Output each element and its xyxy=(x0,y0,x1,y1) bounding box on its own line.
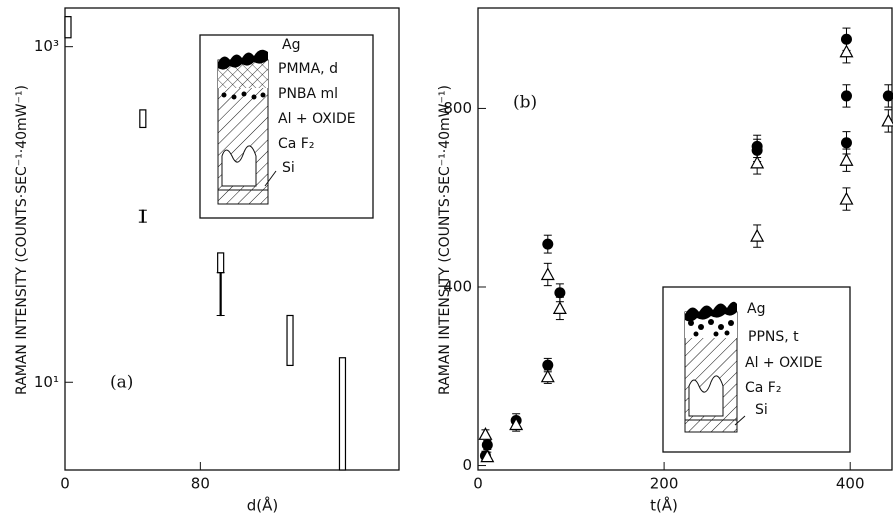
pointer xyxy=(734,415,746,426)
inset-label: PPNS, t xyxy=(748,329,799,345)
ag-layer xyxy=(218,49,268,70)
point xyxy=(542,359,554,371)
inset-frame xyxy=(199,34,374,219)
inset-label: Al + OXIDE xyxy=(745,355,823,371)
inset-label: PMMA, d xyxy=(278,61,338,77)
point xyxy=(540,369,555,383)
panel-label: (b) xyxy=(513,93,537,113)
y-tick-label: 10³ xyxy=(34,37,59,55)
y-axis-label: RAMAN INTENSITY (COUNTS·SEC⁻¹·40mW⁻¹) xyxy=(14,85,30,395)
si-layer xyxy=(217,189,269,205)
point xyxy=(881,113,893,127)
ag-layer xyxy=(685,301,737,322)
inset-label: Ca F₂ xyxy=(745,380,781,396)
ppns-dots xyxy=(688,319,734,337)
y-tick-label: 400 xyxy=(443,277,472,295)
inset-label: Si xyxy=(755,402,768,418)
point xyxy=(481,439,493,451)
plot-frame xyxy=(64,7,400,471)
range-bar xyxy=(217,252,225,274)
inset-label: Ag xyxy=(747,301,765,317)
y-tick-label: 800 xyxy=(443,99,472,117)
x-axis-label: t(Å) xyxy=(650,496,678,515)
pnba-dots xyxy=(221,91,266,100)
inset-a: Ag PMMA, d PNBA ml Al + OXIDE Ca F₂ Si xyxy=(199,34,374,219)
pointer xyxy=(264,170,277,187)
range-bar xyxy=(64,16,72,39)
point xyxy=(480,449,495,463)
range-bar xyxy=(286,314,294,367)
caf2-layer xyxy=(688,375,724,417)
range-bar xyxy=(338,357,347,471)
point xyxy=(540,267,555,281)
x-axis-label: d(Å) xyxy=(247,496,279,515)
point xyxy=(751,144,763,156)
point xyxy=(839,191,854,205)
point xyxy=(554,287,566,299)
inset-label: Si xyxy=(282,160,295,176)
inset-label: Ag xyxy=(282,37,300,53)
x-tick-label: 400 xyxy=(836,475,865,493)
si-layer xyxy=(684,419,738,433)
panel-label: (a) xyxy=(110,373,133,393)
point xyxy=(882,90,893,102)
point xyxy=(509,417,524,431)
plot-frame xyxy=(477,7,893,471)
point xyxy=(542,238,554,250)
range-bar xyxy=(139,109,147,129)
y-axis-label: RAMAN INTENSITY (COUNTS·SEC⁻¹·40mW⁻¹) xyxy=(437,85,453,395)
y-tick-label: 10¹ xyxy=(34,373,59,391)
range-bar xyxy=(141,209,144,223)
inset-label: PNBA ml xyxy=(278,86,338,102)
caf2-layer xyxy=(221,145,257,187)
point xyxy=(478,427,493,440)
point xyxy=(750,155,765,169)
inset-b: Ag PPNS, t Al + OXIDE Ca F₂ Si xyxy=(662,286,851,453)
point xyxy=(840,33,852,45)
inset-label: Al + OXIDE xyxy=(278,111,356,127)
range-bar xyxy=(219,272,222,317)
point xyxy=(839,44,854,58)
point xyxy=(840,137,852,149)
point xyxy=(840,90,852,102)
inset-frame xyxy=(662,286,851,453)
x-tick-label: 0 xyxy=(473,475,483,493)
x-tick-label: 200 xyxy=(650,475,679,493)
y-tick-label: 0 xyxy=(462,456,472,474)
x-tick-label: 0 xyxy=(60,475,70,493)
point xyxy=(552,301,567,315)
x-tick-label: 80 xyxy=(191,475,210,493)
point xyxy=(839,152,854,166)
inset-label: Ca F₂ xyxy=(278,136,314,152)
point xyxy=(750,228,765,242)
